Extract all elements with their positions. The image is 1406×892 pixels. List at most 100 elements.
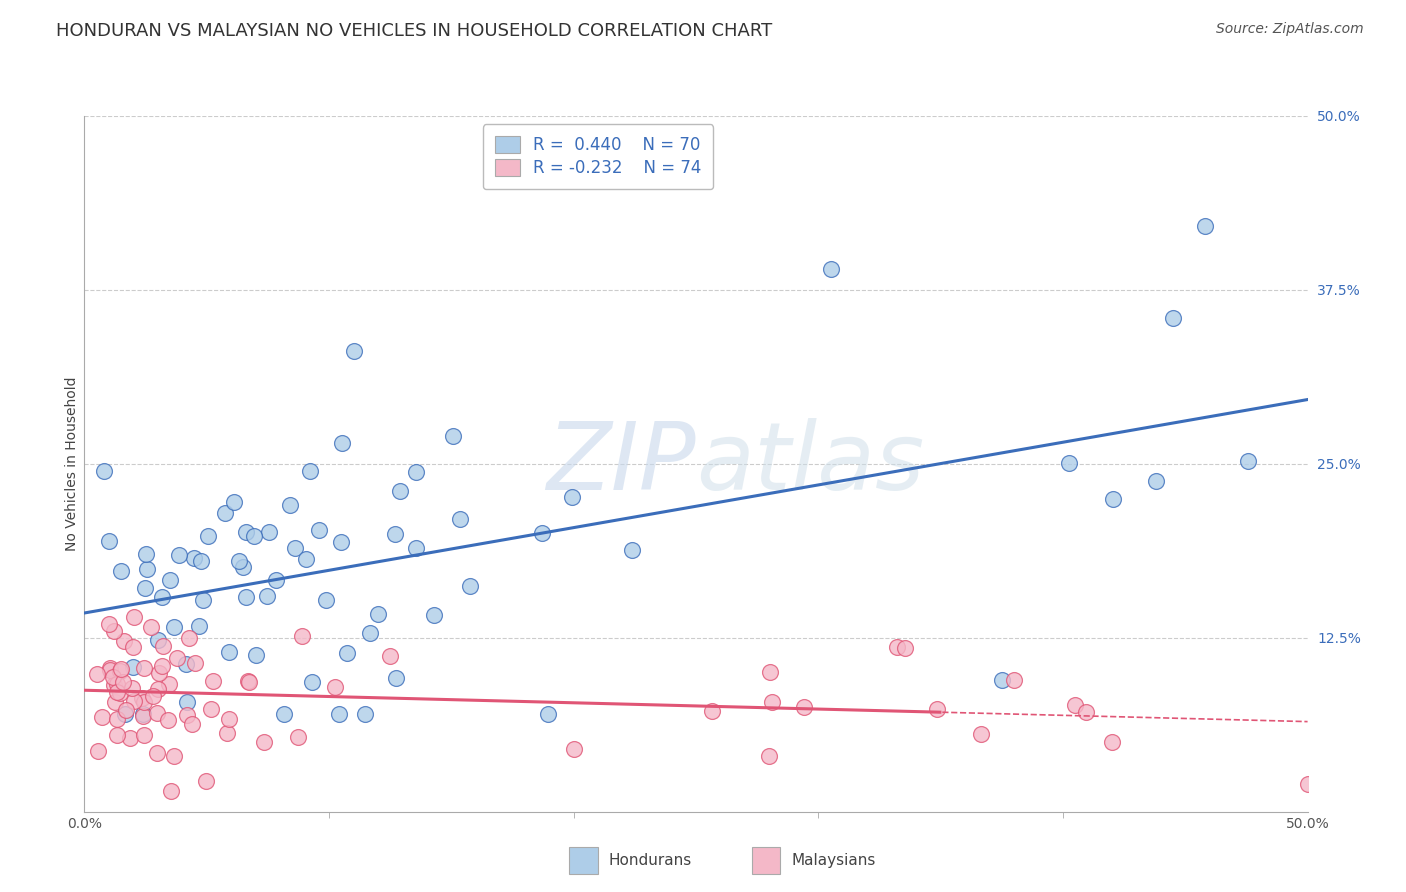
Point: [122, 660, 145, 674]
Point: [1144, 474, 1167, 488]
Point: [105, 728, 128, 742]
Point: [1057, 456, 1080, 470]
Point: [86, 667, 108, 681]
Point: [405, 465, 427, 479]
Point: [134, 661, 156, 675]
Point: [112, 633, 135, 648]
Point: [105, 676, 128, 690]
Point: [758, 749, 780, 764]
Point: [315, 593, 337, 607]
Point: [103, 624, 125, 638]
Point: [460, 579, 482, 593]
Point: [145, 747, 167, 761]
Point: [256, 589, 278, 603]
Point: [405, 541, 427, 556]
Point: [295, 551, 318, 566]
Point: [242, 528, 264, 542]
Point: [120, 731, 142, 746]
Point: [114, 707, 136, 722]
Point: [103, 678, 125, 692]
Point: [384, 527, 406, 541]
Point: [235, 524, 257, 539]
Point: [238, 675, 260, 690]
Point: [389, 483, 412, 498]
Point: [108, 686, 131, 700]
Point: [253, 735, 276, 749]
Point: [202, 674, 225, 689]
Point: [124, 609, 146, 624]
Point: [195, 774, 218, 789]
Point: [1161, 310, 1184, 325]
Point: [886, 640, 908, 654]
Point: [323, 681, 346, 695]
Point: [134, 581, 156, 595]
Point: [91, 710, 114, 724]
Point: [1002, 673, 1025, 687]
Point: [135, 547, 157, 561]
Point: [441, 429, 464, 443]
Point: [228, 554, 250, 568]
Point: [218, 712, 240, 726]
Point: [291, 629, 314, 643]
Point: [218, 645, 240, 659]
Point: [264, 573, 287, 587]
Point: [152, 639, 174, 653]
Point: [1236, 454, 1258, 468]
Text: Source: ZipAtlas.com: Source: ZipAtlas.com: [1216, 22, 1364, 37]
Point: [215, 726, 238, 740]
Bar: [752, 847, 780, 874]
Point: [176, 695, 198, 709]
Point: [235, 590, 257, 604]
Point: [142, 689, 165, 703]
Point: [925, 702, 948, 716]
Point: [122, 640, 145, 655]
Text: ZIP: ZIP: [547, 418, 696, 509]
Point: [114, 703, 136, 717]
Point: [1101, 735, 1123, 749]
Point: [197, 529, 219, 543]
Point: [621, 542, 644, 557]
Point: [159, 784, 181, 798]
Point: [152, 591, 174, 605]
Point: [146, 632, 169, 647]
Point: [188, 618, 211, 632]
Point: [167, 548, 190, 562]
Point: [894, 641, 917, 656]
Point: [121, 681, 143, 695]
Y-axis label: No Vehicles in Household: No Vehicles in Household: [65, 376, 79, 551]
Point: [820, 262, 842, 277]
Point: [132, 708, 155, 723]
Point: [131, 707, 153, 722]
Point: [131, 690, 153, 705]
Point: [214, 506, 236, 520]
Text: HONDURAN VS MALAYSIAN NO VEHICLES IN HOUSEHOLD CORRELATION CHART: HONDURAN VS MALAYSIAN NO VEHICLES IN HOU…: [56, 22, 772, 40]
Point: [969, 727, 991, 741]
Point: [176, 708, 198, 723]
Point: [98, 663, 121, 677]
Point: [231, 559, 253, 574]
Point: [562, 742, 585, 756]
Point: [423, 608, 446, 623]
Point: [536, 707, 558, 722]
Point: [174, 657, 197, 672]
Point: [87, 744, 110, 758]
Point: [384, 671, 406, 685]
Point: [367, 607, 389, 621]
Point: [157, 677, 180, 691]
Point: [449, 512, 471, 526]
Point: [105, 712, 128, 726]
Point: [330, 535, 353, 549]
Point: [530, 526, 553, 541]
Point: [104, 695, 127, 709]
Point: [134, 728, 156, 742]
Point: [222, 495, 245, 509]
Point: [136, 562, 159, 576]
Point: [354, 707, 377, 722]
Point: [108, 664, 131, 678]
Text: Malaysians: Malaysians: [792, 854, 876, 868]
Point: [179, 631, 201, 645]
Point: [110, 564, 132, 578]
Point: [793, 699, 815, 714]
Point: [103, 670, 125, 684]
Point: [1296, 777, 1319, 791]
